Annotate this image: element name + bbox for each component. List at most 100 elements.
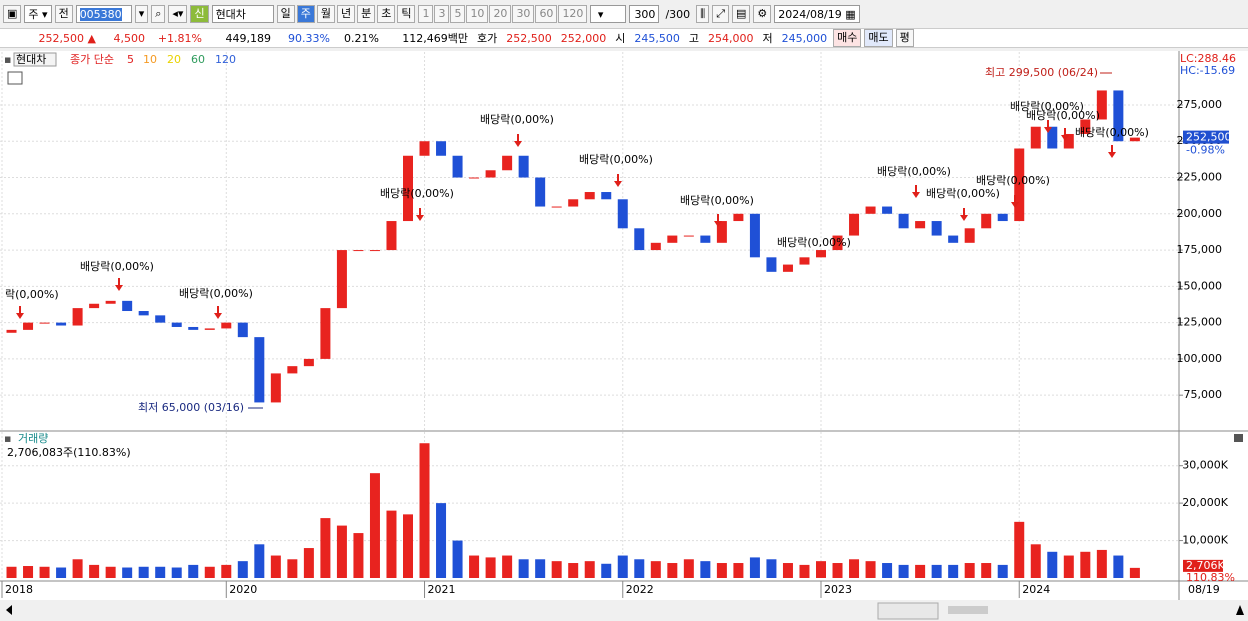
period-button[interactable]: 분 bbox=[357, 5, 376, 23]
search-button[interactable]: ▾ bbox=[134, 5, 149, 23]
volume-bar bbox=[948, 564, 959, 578]
open: 245,500 bbox=[634, 31, 680, 45]
layout-button[interactable]: ▣ bbox=[3, 5, 22, 23]
volume-bar bbox=[23, 566, 34, 578]
scroll-bar bbox=[0, 601, 1248, 621]
volume-bar bbox=[832, 563, 843, 578]
period-button[interactable]: 일 bbox=[276, 5, 295, 23]
candle bbox=[89, 303, 100, 309]
zoom-icon[interactable] bbox=[1236, 605, 1244, 615]
ask-label: 호가 bbox=[477, 32, 498, 45]
volume-ratio: 90.33% bbox=[288, 31, 330, 45]
legend-box bbox=[13, 52, 57, 67]
candle bbox=[650, 242, 661, 251]
candle bbox=[1096, 90, 1107, 120]
buy-button[interactable]: 매수 bbox=[833, 29, 862, 47]
sound-button[interactable]: ◂▾ bbox=[168, 5, 188, 23]
candle bbox=[584, 192, 595, 200]
interval-button[interactable]: 20 bbox=[489, 5, 512, 23]
date: 2024/08/19 bbox=[778, 8, 842, 21]
candle bbox=[1030, 126, 1041, 149]
x-tick-label: 2022 bbox=[626, 583, 654, 596]
candle bbox=[369, 250, 380, 252]
legend-entry: 120 bbox=[215, 53, 236, 66]
volume-bar bbox=[436, 503, 447, 578]
period-button[interactable]: 주 bbox=[296, 5, 315, 23]
volume-bar bbox=[188, 564, 199, 578]
zoom-slider[interactable] bbox=[948, 606, 988, 614]
annotation-arrow-head bbox=[115, 285, 123, 291]
volume-bar bbox=[1113, 555, 1124, 578]
scroll-left[interactable] bbox=[6, 605, 12, 615]
table-icon[interactable] bbox=[7, 71, 23, 85]
volume-bar bbox=[237, 561, 248, 578]
volume-bar bbox=[601, 563, 612, 578]
volume-bar bbox=[369, 473, 380, 578]
candle bbox=[452, 155, 463, 178]
candle bbox=[138, 311, 149, 316]
interval-select[interactable]: ▾ bbox=[590, 5, 627, 23]
prev-button[interactable]: 전 bbox=[54, 5, 73, 23]
interval-button[interactable]: 3 bbox=[434, 5, 450, 23]
close-panel-button[interactable] bbox=[1234, 434, 1243, 442]
volume-bar bbox=[287, 559, 298, 578]
candle bbox=[56, 322, 67, 326]
candle bbox=[683, 235, 694, 237]
interval-button[interactable]: 120 bbox=[558, 5, 588, 23]
name-input[interactable]: 현대차 bbox=[211, 5, 274, 23]
volume-bar bbox=[485, 557, 496, 578]
candle bbox=[320, 308, 331, 359]
volume-bar bbox=[1063, 555, 1074, 578]
volume-bar bbox=[254, 544, 265, 578]
change-rate: +1.81% bbox=[157, 31, 202, 45]
annotation-arrow-head bbox=[1108, 152, 1116, 158]
y-tick-label: 20,000K bbox=[1182, 496, 1228, 509]
sell-button[interactable]: 매도 bbox=[864, 29, 893, 47]
avg-button[interactable]: 평 bbox=[895, 29, 914, 47]
last-volume-label: 2,706K bbox=[1186, 559, 1225, 572]
interval-button[interactable]: 1 bbox=[418, 5, 434, 23]
candle bbox=[667, 235, 678, 243]
save-button[interactable]: ▤ bbox=[732, 5, 751, 23]
interval-button[interactable]: 60 bbox=[535, 5, 558, 23]
candle bbox=[436, 141, 447, 156]
high-note: 최고 299,500 (06/24) bbox=[985, 66, 1098, 79]
tool-button[interactable]: ⤢ bbox=[712, 5, 730, 23]
period-button[interactable]: 년 bbox=[336, 5, 356, 23]
tool-button[interactable]: ⫼ bbox=[696, 5, 710, 23]
candle bbox=[1113, 90, 1124, 142]
last-price-label: 252,500 bbox=[1186, 131, 1232, 144]
candle bbox=[270, 373, 281, 403]
candle bbox=[551, 206, 562, 208]
candle bbox=[716, 221, 727, 243]
lc-label: LC:288.46 bbox=[1180, 52, 1236, 65]
cycle-select[interactable]: 주 ▾ bbox=[24, 5, 52, 23]
new-badge[interactable]: 신 bbox=[190, 5, 209, 23]
annotation: 배당락(0,00%) bbox=[480, 113, 554, 126]
volume-bar bbox=[997, 564, 1008, 578]
volume-bar bbox=[799, 564, 810, 578]
annotation-arrow-head bbox=[514, 141, 522, 147]
interval-button[interactable]: 10 bbox=[466, 5, 489, 23]
playback-controls[interactable] bbox=[877, 602, 939, 620]
count-input[interactable]: 300 bbox=[629, 5, 660, 23]
period-button[interactable]: 월 bbox=[316, 5, 335, 23]
settings-button[interactable]: ⚙ bbox=[753, 5, 772, 23]
candle bbox=[1047, 126, 1058, 149]
candle bbox=[237, 322, 248, 338]
last-change-label: -0.98% bbox=[1186, 144, 1225, 157]
code-input[interactable]: 005380 bbox=[75, 5, 132, 23]
volume-bar bbox=[683, 559, 694, 578]
search-icon[interactable]: ⌕ bbox=[151, 5, 166, 23]
period-button[interactable]: 틱 bbox=[397, 5, 416, 23]
annotation: 배당락(0,00%) bbox=[976, 174, 1050, 187]
volume-bar bbox=[336, 525, 347, 578]
ask: 252,500 bbox=[506, 31, 552, 45]
volume-bar bbox=[320, 518, 331, 578]
date-input[interactable]: 2024/08/19 ▦ bbox=[774, 5, 860, 23]
last-price-box bbox=[1183, 130, 1229, 144]
period-button[interactable]: 초 bbox=[377, 5, 396, 23]
hc-label: HC:-15.69 bbox=[1180, 64, 1235, 77]
interval-button[interactable]: 5 bbox=[450, 5, 466, 23]
interval-button[interactable]: 30 bbox=[512, 5, 535, 23]
